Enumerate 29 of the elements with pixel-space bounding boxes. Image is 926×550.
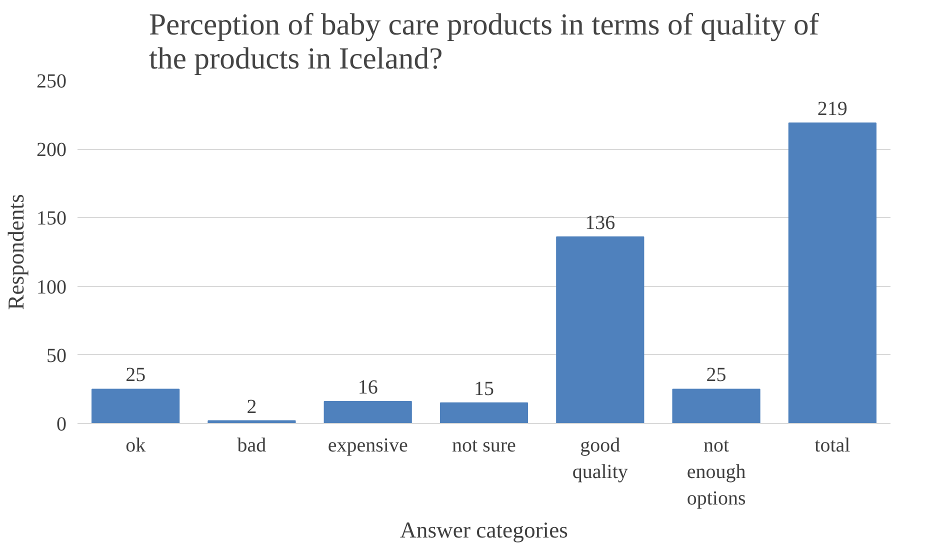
- data-label: 15: [474, 378, 494, 400]
- y-tick-label: 0: [56, 414, 66, 436]
- y-tick-label: 100: [36, 276, 66, 298]
- x-axis-title: Answer categories: [400, 517, 568, 542]
- data-label: 25: [126, 364, 146, 386]
- x-tick-label: total: [814, 434, 851, 456]
- bar: [556, 236, 644, 424]
- bar: [324, 401, 412, 424]
- x-tick-label: not enough options: [686, 434, 746, 510]
- bar: [672, 388, 760, 424]
- bar: [788, 122, 876, 424]
- y-axis-title: Respondents: [4, 194, 28, 310]
- x-tick-label: good quality: [572, 434, 628, 483]
- data-label: 219: [817, 98, 848, 120]
- y-tick-label: 200: [36, 139, 66, 162]
- chart-title: Perception of baby care products in terms of quality of the products in Iceland?: [149, 8, 820, 76]
- x-tick-label: ok: [126, 434, 146, 456]
- bar: [92, 388, 180, 424]
- y-tick-label: 150: [36, 208, 66, 230]
- x-tick-label: not sure: [452, 434, 516, 456]
- data-label: 2: [246, 396, 257, 418]
- data-label: 16: [358, 376, 378, 399]
- x-tick-label: expensive: [328, 434, 408, 456]
- bar: [440, 402, 528, 424]
- data-label: 136: [585, 212, 616, 234]
- y-tick-label: 50: [46, 344, 66, 367]
- data-label: 25: [706, 364, 726, 386]
- y-tick-label: 250: [36, 70, 66, 92]
- x-tick-label: bad: [237, 434, 266, 456]
